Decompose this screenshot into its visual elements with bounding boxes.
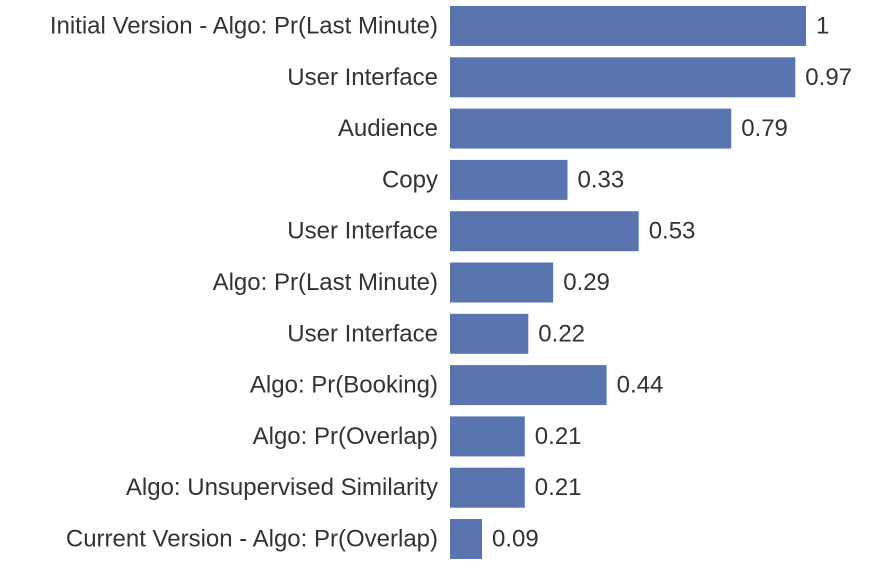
category-labels-group: Initial Version - Algo: Pr(Last Minute) U… (50, 13, 438, 553)
category-label-1: User Interface (287, 64, 438, 91)
bar-2 (450, 108, 732, 149)
category-label-10: Current Version - Algo: Pr(Overlap) (66, 526, 438, 553)
category-label-6: User Interface (287, 320, 438, 347)
value-label-10: 0.09 (492, 526, 539, 553)
value-label-8: 0.21 (535, 423, 582, 450)
category-label-8: Algo: Pr(Overlap) (253, 423, 438, 450)
bar-7 (450, 365, 607, 406)
value-label-5: 0.29 (563, 269, 610, 296)
value-label-6: 0.22 (538, 320, 585, 347)
bar-8 (450, 416, 525, 457)
category-label-4: User Interface (287, 218, 438, 245)
category-label-9: Algo: Unsupervised Similarity (126, 474, 438, 501)
value-label-2: 0.79 (741, 115, 788, 142)
value-label-3: 0.33 (578, 166, 625, 193)
bar-5 (450, 262, 554, 303)
value-labels-group: 1 0.97 0.79 0.33 0.53 0.29 0.22 0.44 0.21 0.21 0.0… (492, 13, 852, 553)
bar-10 (450, 519, 482, 559)
bar-4 (450, 211, 639, 252)
bar-1 (450, 57, 796, 98)
value-label-9: 0.21 (535, 474, 582, 501)
category-label-2: Audience (338, 115, 438, 142)
category-label-3: Copy (382, 166, 438, 193)
category-label-7: Algo: Pr(Booking) (250, 372, 438, 399)
bars-group (450, 6, 806, 559)
value-label-0: 1 (816, 13, 829, 40)
bar-9 (450, 467, 525, 508)
category-label-5: Algo: Pr(Last Minute) (213, 269, 438, 296)
bar-6 (450, 313, 529, 354)
value-label-1: 0.97 (805, 64, 852, 91)
category-label-0: Initial Version - Algo: Pr(Last Minute) (50, 13, 438, 40)
bar-0 (450, 6, 806, 46)
value-label-4: 0.53 (649, 218, 696, 245)
value-label-7: 0.44 (617, 372, 664, 399)
bar-3 (450, 159, 568, 200)
